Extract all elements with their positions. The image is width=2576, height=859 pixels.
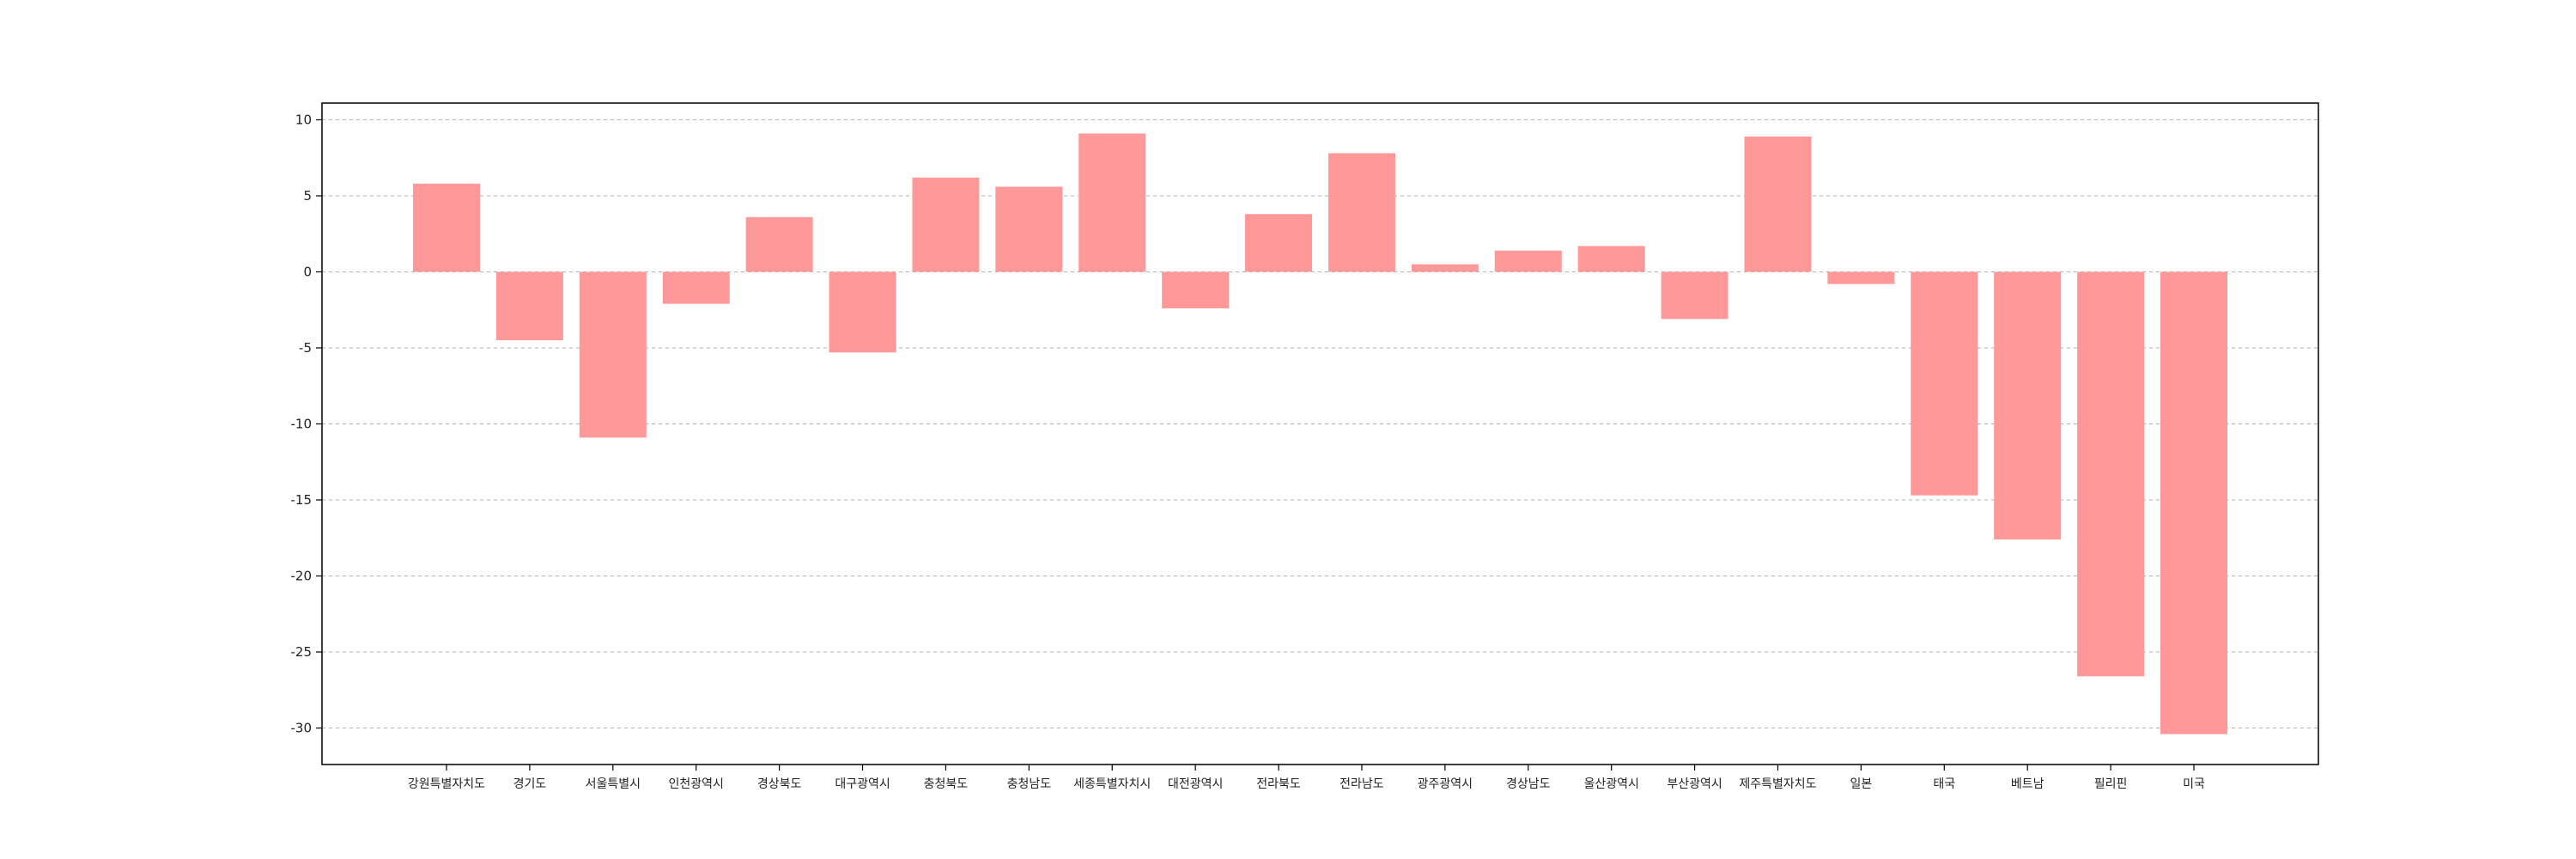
x-tick-label: 강원특별자치도 (408, 777, 485, 791)
y-axis-ticks: 10 5 0 -5 -10 -15 -20 -25 -30 (291, 112, 322, 736)
x-tick-label: 대전광역시 (1168, 777, 1223, 791)
bar (1911, 271, 1978, 496)
bar (1411, 264, 1479, 272)
x-tick-label: 일본 (1850, 777, 1872, 791)
y-tick-label: -5 (299, 340, 312, 356)
bar (1744, 136, 1812, 272)
x-tick-label: 베트남 (2011, 777, 2044, 791)
bar (1162, 271, 1230, 308)
plot-frame (321, 102, 2319, 765)
bar (1327, 153, 1395, 272)
bar (1827, 271, 1895, 284)
bar (829, 271, 896, 353)
x-tick-label: 경기도 (513, 777, 547, 791)
bar (495, 271, 563, 341)
bar (662, 271, 730, 304)
y-tick-label: 5 (303, 188, 312, 204)
x-tick-label: 울산광역시 (1583, 777, 1638, 791)
x-tick-label: 전라북도 (1256, 777, 1301, 791)
x-tick-label: 태국 (1933, 777, 1955, 791)
x-tick-label: 전라남도 (1340, 777, 1384, 791)
x-tick-label: 제주특별자치도 (1739, 777, 1816, 791)
bar (2160, 271, 2227, 734)
y-tick-label: -15 (291, 492, 313, 508)
bar (745, 216, 813, 272)
bar (1078, 133, 1146, 272)
y-tick-label: 0 (303, 264, 312, 279)
x-tick-label: 필리핀 (2094, 777, 2128, 791)
bar (1577, 246, 1645, 272)
bar (912, 177, 980, 272)
y-tick-label: -10 (291, 416, 313, 431)
bar (995, 186, 1063, 272)
gridlines (322, 119, 2318, 729)
x-tick-label: 인천광역시 (669, 777, 724, 791)
x-tick-label: 충청남도 (1007, 777, 1052, 791)
y-tick-label: -20 (291, 569, 313, 584)
bar (579, 271, 647, 438)
x-tick-label: 서울특별시 (586, 777, 641, 791)
y-tick-label: -25 (291, 644, 313, 660)
bar (1661, 271, 1728, 320)
x-tick-label: 부산광역시 (1667, 777, 1722, 791)
x-tick-label: 광주광역시 (1418, 777, 1473, 791)
x-tick-label: 경상남도 (1506, 777, 1551, 791)
bars (413, 133, 2227, 734)
bar (2077, 271, 2145, 677)
y-tick-label: -30 (291, 721, 313, 736)
bar (413, 183, 480, 272)
bar (1494, 250, 1562, 272)
x-tick-label: 미국 (2183, 777, 2205, 791)
x-tick-label: 충청북도 (924, 777, 969, 791)
x-axis-ticks: 강원특별자치도 경기도 서울특별시 인천광역시 경상북도 대구광역시 충청북도 충청남도 세종특… (408, 765, 2205, 791)
x-tick-label: 경상북도 (757, 777, 802, 791)
x-tick-label: 대구광역시 (835, 777, 890, 791)
bar (1994, 271, 2062, 540)
bar (1245, 214, 1313, 272)
x-tick-label: 세종특별자치시 (1073, 777, 1151, 791)
y-tick-label: 10 (295, 112, 312, 127)
